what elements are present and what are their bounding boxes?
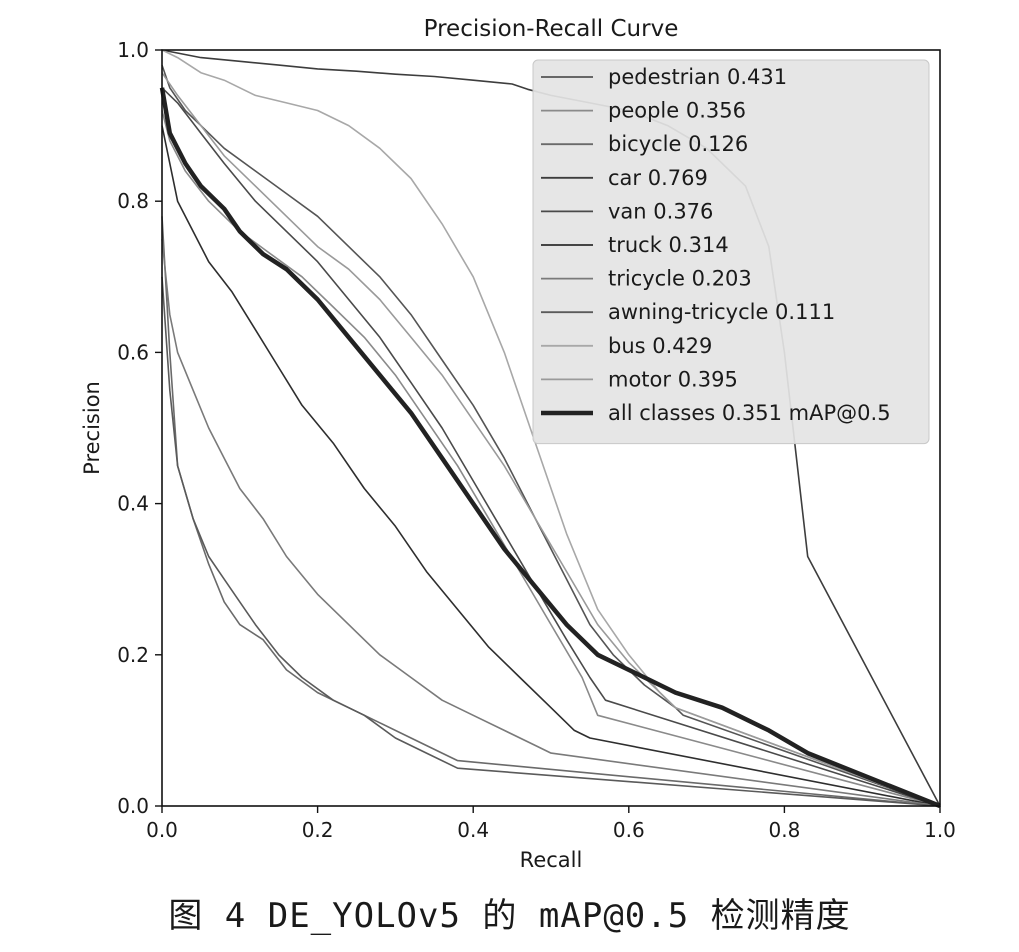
legend-label: all classes 0.351 mAP@0.5 bbox=[608, 401, 891, 425]
y-tick-label: 0.8 bbox=[117, 189, 149, 213]
x-tick-label: 0.2 bbox=[302, 818, 334, 842]
x-tick-label: 0.4 bbox=[457, 818, 489, 842]
plot-frame bbox=[161, 49, 941, 807]
legend-label: truck 0.314 bbox=[608, 233, 729, 257]
series-line bbox=[161, 276, 941, 807]
chart-title: Precision-Recall Curve bbox=[424, 16, 679, 42]
x-tick-label: 0.6 bbox=[613, 818, 645, 842]
legend-label: van 0.376 bbox=[608, 199, 713, 223]
y-tick-label: 0.6 bbox=[117, 340, 149, 364]
series-line bbox=[161, 125, 941, 807]
legend-label: pedestrian 0.431 bbox=[608, 65, 787, 89]
x-axis-label: Recall bbox=[520, 848, 583, 872]
series-line bbox=[161, 72, 941, 807]
legend-label: bus 0.429 bbox=[608, 334, 712, 358]
series-line bbox=[159, 87, 941, 809]
y-tick-label: 0.2 bbox=[117, 643, 149, 667]
legend-label: awning-tricycle 0.111 bbox=[608, 300, 835, 324]
legend-label: bicycle 0.126 bbox=[608, 132, 748, 156]
pr-curve-chart: Precision-Recall Curve 0.0 0.2 0.4 0.6 0.8 1.… bbox=[80, 16, 956, 872]
series-line bbox=[161, 238, 941, 807]
x-tick-label: 0.8 bbox=[768, 818, 800, 842]
legend-label: people 0.356 bbox=[608, 99, 746, 123]
legend-label: tricycle 0.203 bbox=[608, 267, 752, 291]
y-tick-label: 1.0 bbox=[117, 38, 149, 62]
legend-label: car 0.769 bbox=[608, 166, 708, 190]
legend-box bbox=[532, 59, 930, 445]
legend-label: motor 0.395 bbox=[608, 367, 738, 391]
series-line bbox=[161, 110, 941, 807]
y-tick-label: 0.0 bbox=[117, 794, 149, 818]
y-axis-label: Precision bbox=[80, 381, 104, 475]
series-line bbox=[161, 49, 941, 807]
figure-caption: 图 4 DE_YOLOv5 的 mAP@0.5 检测精度 bbox=[168, 896, 851, 936]
series-line bbox=[161, 87, 941, 807]
y-tick-label: 0.4 bbox=[117, 492, 149, 516]
x-tick-label: 0.0 bbox=[146, 818, 178, 842]
x-tick-label: 1.0 bbox=[924, 818, 956, 842]
